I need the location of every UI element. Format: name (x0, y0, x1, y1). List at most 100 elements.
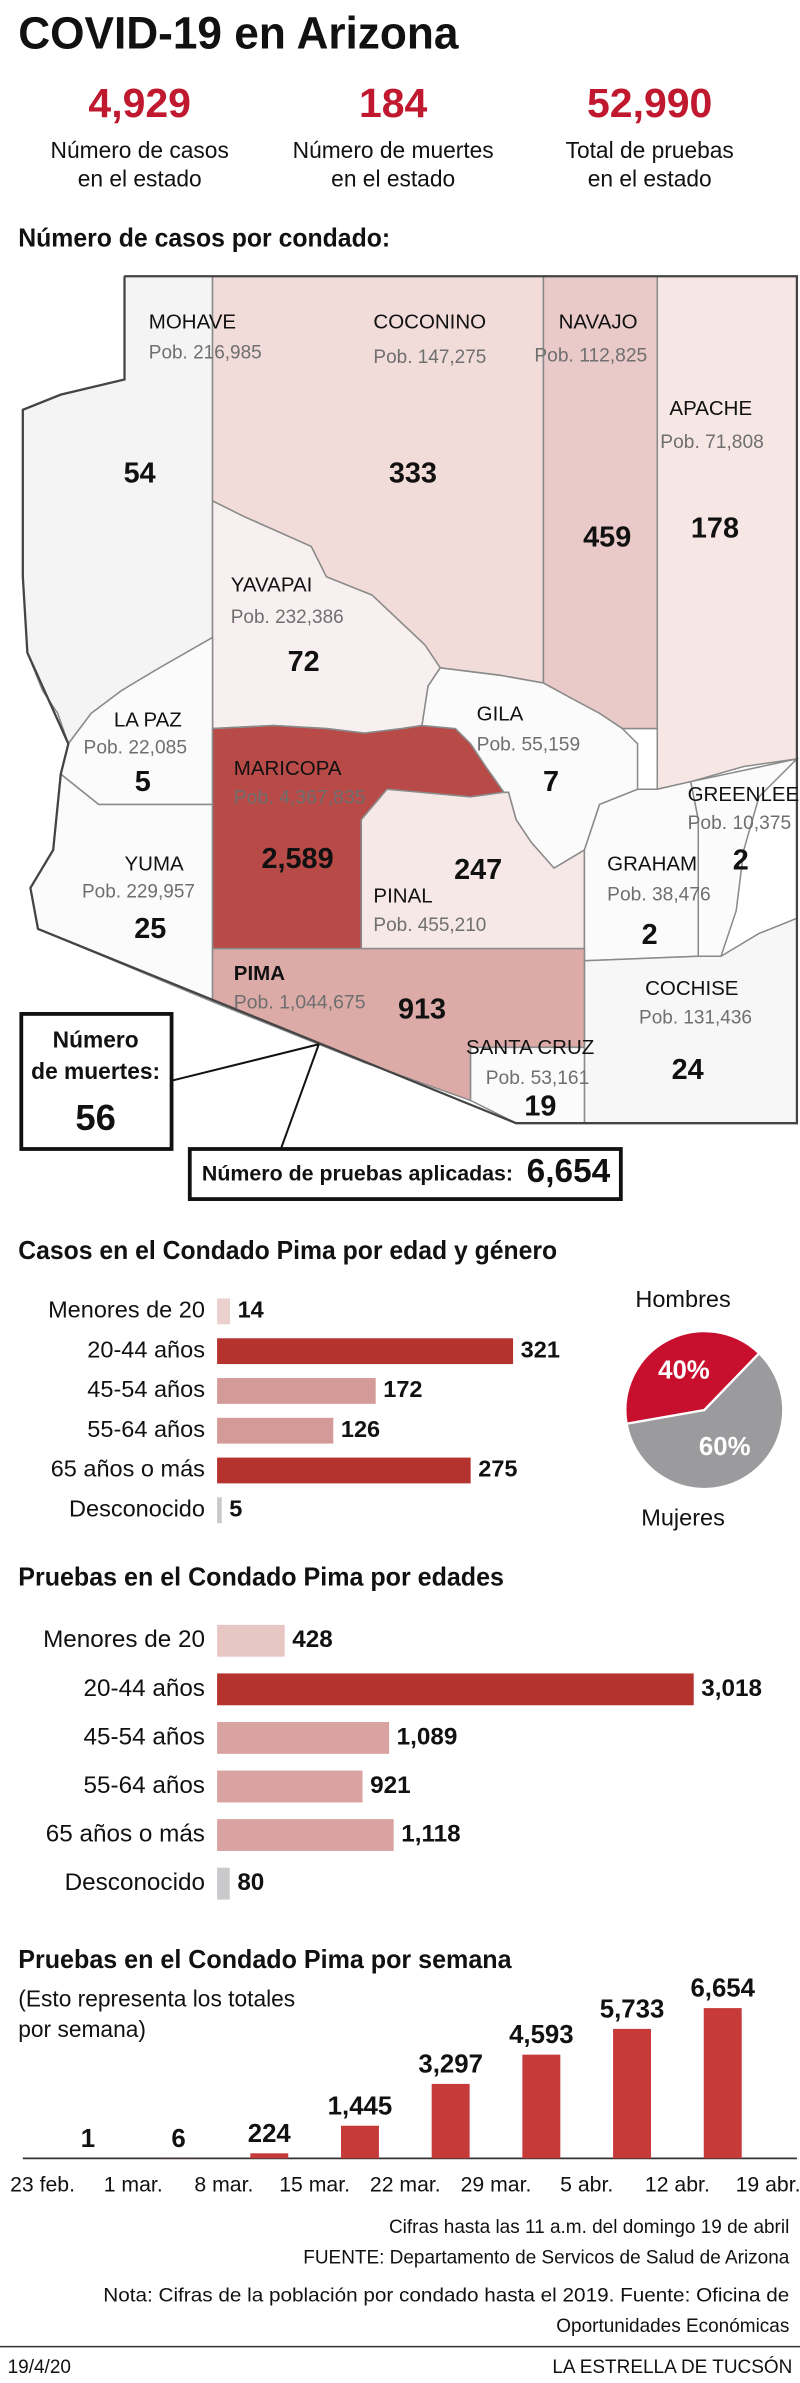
tests-connector (279, 1043, 320, 1150)
stat-label: Número de muertes (293, 137, 494, 163)
county-population: Pob. 229,957 (82, 882, 195, 903)
bar (217, 1819, 394, 1851)
stat-label: en el estado (331, 166, 455, 192)
county-cases: 333 (389, 458, 437, 490)
state-outline (21, 275, 799, 1125)
deaths-label: de muertes: (31, 1058, 160, 1084)
county-cases: 72 (288, 646, 320, 678)
stat-label: en el estado (78, 166, 202, 192)
bar (217, 1721, 390, 1754)
x-tick-label: 15 mar. (279, 2172, 350, 2196)
value-label: 321 (521, 1336, 560, 1362)
bar (217, 1338, 514, 1365)
county-cases: 913 (398, 993, 446, 1025)
county-name: MOHAVE (149, 311, 236, 334)
tests-label: Número de pruebas aplicadas: (202, 1161, 513, 1185)
value-label: 921 (370, 1772, 410, 1799)
stat-value: 52,990 (587, 80, 712, 126)
y-tick-label: 20-44 años (84, 1675, 205, 1702)
county-cases: 247 (454, 854, 502, 886)
county-name: GREENLEE (688, 783, 800, 806)
bar (522, 2054, 561, 2159)
x-tick-label: 19 abr. (736, 2172, 800, 2196)
county-cases: 24 (672, 1054, 704, 1086)
county-population: Pob. 10,375 (688, 813, 792, 834)
county-name: GRAHAM (607, 853, 697, 876)
x-tick-label: 12 abr. (645, 2172, 710, 2196)
county-name: LA PAZ (114, 708, 182, 731)
county-name: GILA (477, 702, 524, 725)
bar (217, 1417, 334, 1444)
map (21, 275, 800, 1125)
page-title: COVID-19 en Arizona (18, 7, 459, 58)
county-cases: 2 (642, 919, 658, 951)
bar (340, 2125, 379, 2159)
y-tick-label: 65 años o más (46, 1820, 205, 1847)
x-tick-label: 8 mar. (194, 2172, 253, 2196)
note: Oportunidades Económicas (556, 2316, 789, 2337)
county-population: Pob. 22,085 (84, 737, 188, 758)
value-label: 60% (699, 1433, 751, 1461)
county-population: Pob. 232,386 (231, 607, 344, 628)
county-name: YUMA (125, 853, 185, 876)
bar (217, 1770, 363, 1803)
callouts: Número de muertes: 56 Número de pruebas … (19, 1012, 623, 1201)
value-label: 3,018 (701, 1675, 762, 1702)
y-tick-label: 65 años o más (51, 1456, 205, 1482)
y-tick-label: Menores de 20 (43, 1626, 205, 1653)
x-tick-label: 22 mar. (370, 2172, 441, 2196)
bar (217, 1378, 376, 1404)
bar (217, 1298, 231, 1325)
county-cases: 19 (524, 1091, 556, 1123)
pie-slice (625, 1351, 785, 1491)
bar (217, 1497, 222, 1524)
deaths-label: Número (53, 1026, 139, 1052)
county-name: COCHISE (645, 977, 738, 1000)
value-label: 14 (238, 1297, 264, 1323)
tests-value: 6,654 (527, 1153, 611, 1190)
county-name: APACHE (669, 397, 752, 420)
stat-label: en el estado (588, 166, 712, 192)
county-population: Pob. 71,808 (660, 432, 764, 453)
county-name: MARICOPA (234, 757, 342, 780)
county-population: Pob. 38,476 (607, 885, 711, 906)
county-navajo (542, 275, 659, 730)
value-label: 126 (341, 1416, 380, 1442)
county-cases: 459 (583, 521, 631, 553)
value-label: 5,733 (600, 1995, 665, 2023)
county-cases: 5 (135, 766, 151, 798)
bar (250, 2153, 289, 2159)
county-population: Pob. 112,825 (534, 346, 647, 367)
county-name: SANTA CRUZ (466, 1036, 594, 1059)
value-label: 3,297 (418, 2051, 483, 2079)
y-tick-label: 45-54 años (87, 1376, 205, 1402)
county-population: Pob. 131,436 (639, 1007, 752, 1028)
value-label: 40% (658, 1357, 710, 1385)
bar (431, 2083, 470, 2159)
bar (217, 1624, 285, 1657)
county-name: COCONINO (373, 311, 486, 334)
county-population: Pob. 216,985 (149, 343, 262, 364)
x-tick-label: 29 mar. (461, 2172, 532, 2196)
county-population: Pob. 55,159 (477, 734, 581, 755)
stat-value: 184 (359, 80, 428, 126)
value-label: 6 (171, 2125, 185, 2153)
county-cases: 25 (134, 913, 166, 945)
county-population: Pob. 4,367,835 (234, 787, 366, 808)
value-label: 172 (383, 1376, 422, 1402)
pie-slice (624, 1330, 761, 1426)
x-tick-label: 23 feb. (10, 2172, 75, 2196)
chart-title: Pruebas en el Condado Pima por semana (18, 1946, 512, 1974)
y-tick-label: 55-64 años (87, 1416, 205, 1442)
chart-subtitle: (Esto representa los totales (18, 1986, 295, 2012)
deaths-connector (171, 1043, 320, 1082)
y-tick-label: Menores de 20 (48, 1297, 205, 1323)
tests-box (187, 1147, 623, 1201)
county-cases: 54 (124, 458, 156, 490)
value-label: 1,445 (328, 2092, 393, 2120)
county-name: PIMA (234, 962, 285, 985)
county-cases: 178 (691, 512, 739, 544)
county-population: Pob. 1,044,675 (234, 992, 366, 1013)
